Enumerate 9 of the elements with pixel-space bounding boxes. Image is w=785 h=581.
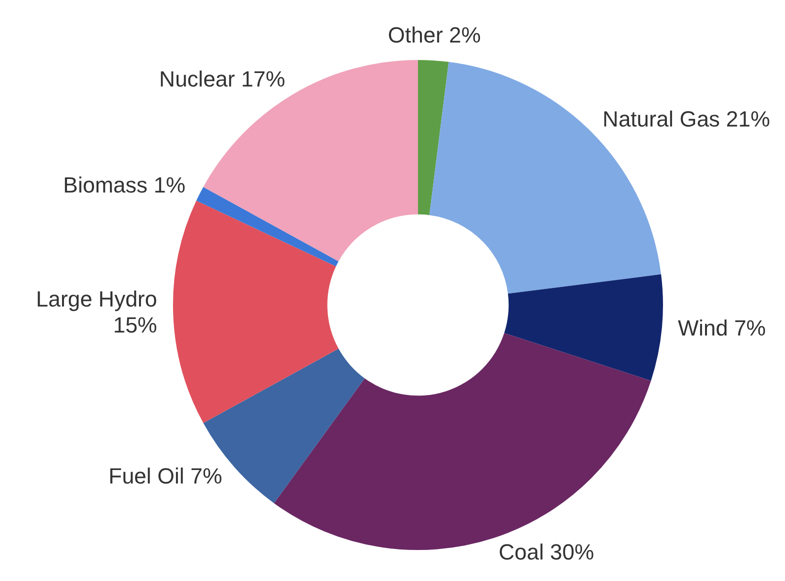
slice-label: Biomass 1% [63, 172, 186, 198]
slice-label: Large Hydro [36, 286, 158, 312]
slice-label: Fuel Oil 7% [108, 464, 222, 489]
slice-label: Coal 30% [498, 539, 594, 564]
slice-label: Other 2% [388, 22, 481, 48]
slice-label: Nuclear 17% [159, 66, 286, 92]
slice-label: Natural Gas 21% [602, 106, 770, 132]
data-label: 15% [113, 312, 158, 338]
slice-label: Wind 7% [678, 316, 766, 341]
